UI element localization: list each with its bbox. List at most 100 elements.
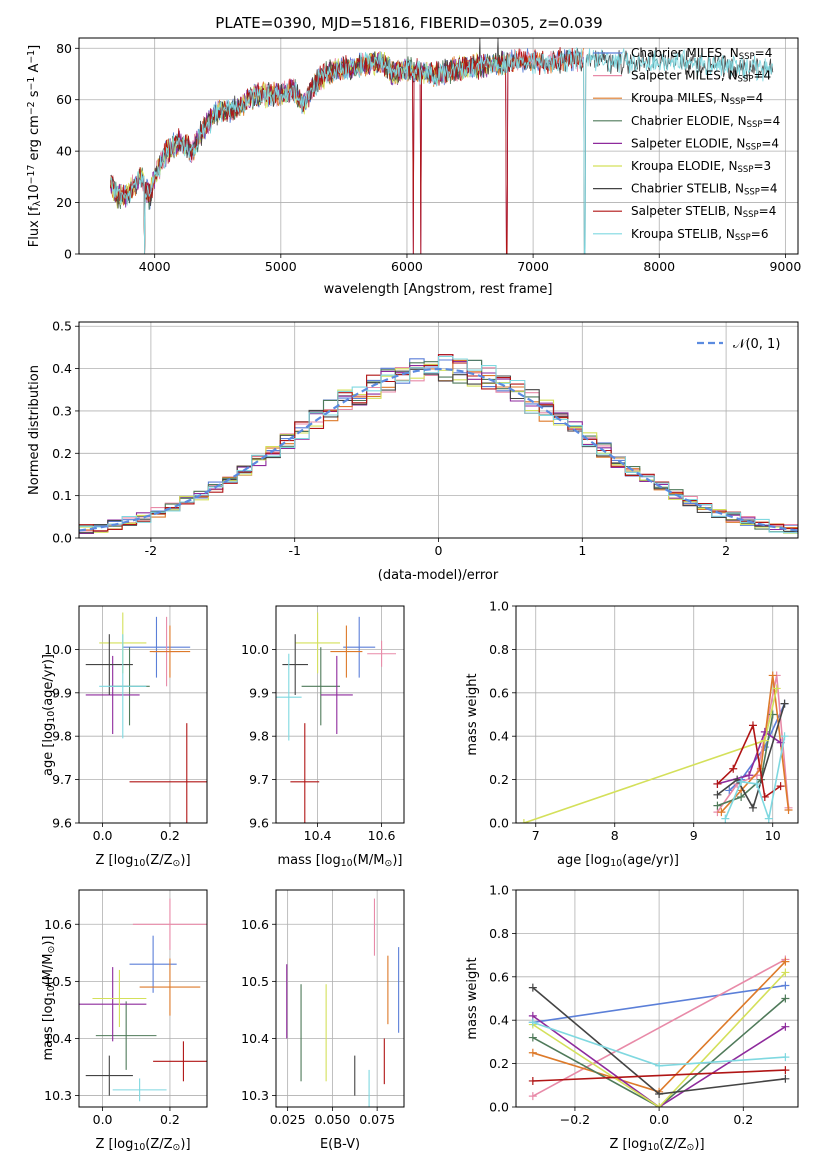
y-tick-label: 0.4: [489, 729, 509, 744]
label-part: Z [log: [609, 1137, 647, 1152]
legend-tail: =4: [753, 69, 771, 83]
legend-tail: =4: [761, 136, 779, 150]
x-axis-label: (data-model)/error: [378, 568, 499, 583]
weight-marker: [737, 792, 746, 801]
x-tick-label: 7: [532, 828, 540, 843]
weight-line: [532, 984, 786, 1024]
x-tick-label: 1: [578, 543, 586, 558]
weight-marker: [781, 994, 790, 1003]
axes-3: [272, 606, 404, 827]
weight-line: [716, 703, 786, 810]
label-script: −2: [26, 101, 37, 115]
label-script: 10: [133, 858, 145, 869]
x-tick-label: 0.0: [93, 1112, 113, 1127]
legend-tail: =4: [760, 182, 778, 196]
legend-sub: SSP: [745, 143, 761, 153]
weight-marker: [781, 957, 790, 966]
y-tick-label: 0.6: [489, 685, 509, 700]
axes-frame-1: [78, 321, 799, 539]
axes-5: [75, 890, 207, 1111]
label-part: (M/M: [353, 853, 385, 868]
label-part: s: [27, 90, 42, 101]
weight-line: [532, 997, 786, 1107]
label-part: Flux [f: [27, 206, 42, 247]
label-part: (Z/Z: [145, 853, 172, 868]
plot-area-0: [110, 38, 774, 254]
legend-tail: =4: [759, 204, 777, 218]
x-tick-label: 6000: [391, 259, 423, 274]
x-tick-label: 10.4: [304, 828, 332, 843]
legend-sub: SSP: [735, 233, 751, 243]
y-tick-label: 60: [56, 92, 72, 107]
label-part: Z [log: [95, 1137, 133, 1152]
plot-area-2: [85, 612, 207, 823]
y-tick-label: 9.7: [52, 772, 72, 787]
y-tick-label: 0.2: [52, 446, 72, 461]
x-tick-label: 9: [690, 828, 698, 843]
label-script: ⊙: [46, 946, 57, 954]
legend-tail: =4: [763, 114, 781, 128]
y-axis-label: age [log10(age/yr)]: [41, 654, 57, 776]
legend-entry: Kroupa MILES, NSSP=4: [631, 91, 763, 107]
axes-frame-6: [275, 889, 405, 1108]
y-axis-label: mass weight: [465, 957, 480, 1039]
axes-1: [75, 322, 798, 542]
weight-line: [717, 714, 774, 807]
label-script: 10: [133, 1142, 145, 1153]
plot-area-6: [286, 898, 400, 1107]
weight-marker: [780, 732, 789, 741]
axes-frame-5: [78, 889, 208, 1108]
label-part: (age/yr)]: [622, 853, 679, 868]
label-script: −1: [26, 50, 37, 64]
weight-marker: [729, 764, 738, 773]
y-tick-label: 0.2: [489, 1056, 509, 1071]
legend-entry: Chabrier ELODIE, NSSP=4: [631, 114, 780, 130]
x-tick-label: 0.0: [93, 828, 113, 843]
label-script: 10: [341, 858, 353, 869]
y-axis-label: mass [log10(M/M⊙)]: [41, 936, 57, 1061]
x-tick-label: 8000: [643, 259, 675, 274]
y-tick-label: 80: [56, 41, 72, 56]
y-tick-label: 10.6: [241, 917, 269, 932]
label-part: (Z/Z: [659, 1137, 686, 1152]
x-tick-label: 10: [765, 828, 781, 843]
label-script: 10: [46, 711, 57, 723]
x-tick-label: 0.2: [160, 1112, 180, 1127]
label-part: mass [log: [41, 997, 56, 1060]
y-tick-label: 10.3: [44, 1088, 72, 1103]
y-tick-label: 0.5: [52, 319, 72, 334]
axes-frame-4: [515, 605, 799, 824]
y-tick-label: 9.8: [249, 729, 269, 744]
y-tick-label: 9.9: [249, 685, 269, 700]
weight-marker: [528, 1018, 537, 1027]
label-part: (age/yr)]: [41, 654, 56, 711]
label-part: mass [log: [278, 853, 341, 868]
legend-sub: SSP: [738, 75, 754, 85]
y-tick-label: 0.0: [52, 531, 72, 546]
plot-area-4: [519, 671, 793, 823]
label-script: ⊙: [384, 858, 392, 869]
legend-entry: Salpeter STELIB, NSSP=4: [631, 204, 776, 220]
y-tick-label: 10.0: [241, 642, 269, 657]
x-tick-label: 0.0: [649, 1112, 669, 1127]
weight-marker: [781, 968, 790, 977]
legend-base: Salpeter STELIB, N: [631, 204, 743, 218]
x-axis-label: Z [log10(Z/Z⊙)]: [95, 1137, 190, 1153]
x-tick-label: 0.050: [314, 1112, 350, 1127]
y-tick-label: 0.3: [52, 403, 72, 418]
label-script: 10: [46, 985, 57, 997]
y-axis-label: mass weight: [465, 673, 480, 755]
x-axis-label: Z [log10(Z/Z⊙)]: [95, 853, 190, 869]
legend-base: Kroupa MILES, N: [631, 91, 730, 105]
weight-marker: [737, 777, 746, 786]
weight-line: [724, 736, 786, 822]
x-tick-label: 7000: [517, 259, 549, 274]
legend-entry: Kroupa ELODIE, NSSP=3: [631, 159, 771, 175]
label-part: )]: [41, 936, 56, 946]
weight-marker: [780, 699, 789, 708]
x-tick-label: -2: [145, 543, 157, 558]
label-part: (M/M: [41, 954, 56, 986]
legend-entry: Salpeter ELODIE, NSSP=4: [631, 136, 779, 152]
legend-tail: =3: [753, 159, 771, 173]
y-tick-label: 40: [56, 144, 72, 159]
